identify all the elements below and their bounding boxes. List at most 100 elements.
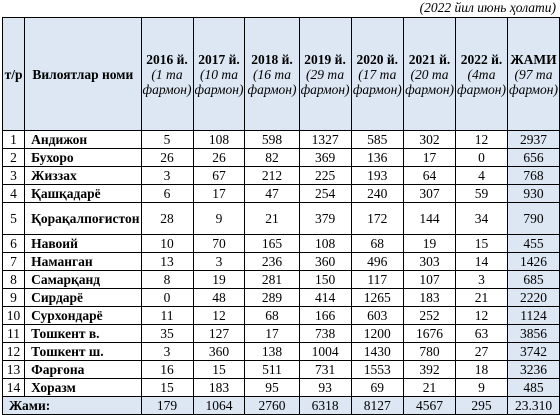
header-decree-count: (4та фармон) bbox=[457, 66, 507, 97]
row-total: 1426 bbox=[507, 252, 560, 271]
year-value: 738 bbox=[298, 324, 352, 343]
year-value: 17 bbox=[403, 148, 457, 167]
header-total: ЖАМИ (97 та фармон) bbox=[507, 17, 560, 131]
row-number: 2 bbox=[1, 148, 26, 167]
row-total: 790 bbox=[507, 202, 560, 235]
year-value: 27 bbox=[455, 342, 508, 361]
year-value: 12 bbox=[455, 306, 508, 325]
region-name: Фарғона bbox=[24, 360, 142, 379]
year-value: 14 bbox=[455, 252, 508, 271]
year-value: 68 bbox=[350, 234, 405, 253]
year-value: 64 bbox=[403, 166, 457, 185]
year-value: 95 bbox=[244, 378, 300, 397]
totals-row: Жами: 179 1064 2760 6318 8127 4567 295 23.310 bbox=[2, 396, 560, 415]
year-value: 252 bbox=[403, 306, 457, 325]
year-value: 67 bbox=[192, 166, 246, 185]
year-value: 225 bbox=[298, 166, 352, 185]
row-number: 10 bbox=[1, 306, 26, 325]
year-value: 26 bbox=[192, 148, 246, 167]
table-row: 10 Сурхондарё 11 12 68 166 603 252 12 1124 bbox=[1, 306, 560, 325]
year-value: 780 bbox=[403, 342, 457, 361]
year-value: 10 bbox=[140, 234, 194, 253]
year-value: 496 bbox=[350, 252, 405, 271]
year-value: 150 bbox=[298, 270, 352, 289]
year-value: 236 bbox=[244, 252, 300, 271]
row-number: 5 bbox=[1, 202, 26, 235]
header-year-3: 2018 й. (16 та фармон) bbox=[244, 17, 300, 131]
year-value: 144 bbox=[403, 202, 457, 235]
header-decree-count: (20 та фармон) bbox=[405, 66, 455, 97]
region-name: Андижон bbox=[24, 130, 142, 149]
year-value: 1327 bbox=[298, 130, 352, 149]
year-value: 19 bbox=[403, 234, 457, 253]
year-value: 108 bbox=[192, 130, 246, 149]
region-name: Бухоро bbox=[24, 148, 142, 167]
row-number: 6 bbox=[1, 234, 26, 253]
row-total: 3236 bbox=[507, 360, 560, 379]
year-value: 21 bbox=[455, 288, 508, 307]
year-value: 63 bbox=[455, 324, 508, 343]
grand-total: 23.310 bbox=[507, 396, 560, 415]
region-name: Самарқанд bbox=[24, 270, 142, 289]
header-year-label: 2021 й. bbox=[408, 51, 451, 67]
row-total: 656 bbox=[507, 148, 560, 167]
year-value: 17 bbox=[192, 184, 246, 203]
year-value: 127 bbox=[192, 324, 246, 343]
row-total: 455 bbox=[507, 234, 560, 253]
row-total: 685 bbox=[507, 270, 560, 289]
row-number: 9 bbox=[1, 288, 26, 307]
region-name: Сурхондарё bbox=[24, 306, 142, 325]
year-value: 3 bbox=[455, 270, 508, 289]
year-value: 369 bbox=[298, 148, 352, 167]
region-name: Наманган bbox=[24, 252, 142, 271]
year-value: 281 bbox=[244, 270, 300, 289]
table-row: 13 Фарғона 16 15 511 731 1553 392 18 3236 bbox=[1, 360, 560, 379]
year-value: 8 bbox=[140, 270, 194, 289]
year-total: 295 bbox=[455, 396, 508, 415]
year-value: 12 bbox=[455, 130, 508, 149]
year-value: 21 bbox=[403, 378, 457, 397]
header-year-1: 2016 й. (1 та фармон) bbox=[140, 17, 194, 131]
header-year-label: 2020 й. bbox=[356, 51, 399, 67]
year-value: 603 bbox=[350, 306, 405, 325]
year-total: 4567 bbox=[403, 396, 457, 415]
row-number: 4 bbox=[1, 184, 26, 203]
year-value: 9 bbox=[192, 202, 246, 235]
year-value: 360 bbox=[192, 342, 246, 361]
year-value: 11 bbox=[140, 306, 194, 325]
header-decree-count: (97 та фармон) bbox=[509, 66, 558, 97]
year-value: 59 bbox=[455, 184, 508, 203]
year-value: 307 bbox=[403, 184, 457, 203]
header-year-4: 2019 й. (29 та фармон) bbox=[298, 17, 352, 131]
year-value: 19 bbox=[192, 270, 246, 289]
region-name: Тошкент ш. bbox=[24, 342, 142, 361]
year-value: 13 bbox=[140, 252, 194, 271]
year-value: 511 bbox=[244, 360, 300, 379]
table-row: 4 Қашқадарё 6 17 47 254 240 307 59 930 bbox=[1, 184, 560, 203]
year-value: 9 bbox=[455, 378, 508, 397]
year-value: 4 bbox=[455, 166, 508, 185]
year-value: 1265 bbox=[350, 288, 405, 307]
header-decree-count: (17 та фармон) bbox=[352, 66, 402, 97]
year-value: 15 bbox=[192, 360, 246, 379]
year-value: 15 bbox=[455, 234, 508, 253]
year-value: 82 bbox=[244, 148, 300, 167]
year-value: 392 bbox=[403, 360, 457, 379]
year-total: 1064 bbox=[192, 396, 246, 415]
row-number: 11 bbox=[1, 324, 26, 343]
row-total: 3856 bbox=[507, 324, 560, 343]
year-value: 107 bbox=[403, 270, 457, 289]
year-value: 172 bbox=[350, 202, 405, 235]
year-value: 12 bbox=[192, 306, 246, 325]
year-value: 69 bbox=[350, 378, 405, 397]
year-value: 379 bbox=[298, 202, 352, 235]
row-number: 8 bbox=[1, 270, 26, 289]
year-total: 8127 bbox=[350, 396, 405, 415]
year-value: 0 bbox=[455, 148, 508, 167]
year-value: 3 bbox=[192, 252, 246, 271]
region-name: Тошкент в. bbox=[24, 324, 142, 343]
table-row: 9 Сирдарё 0 48 289 414 1265 183 21 2220 bbox=[1, 288, 560, 307]
year-value: 183 bbox=[192, 378, 246, 397]
year-value: 1676 bbox=[403, 324, 457, 343]
header-row: т/р Вилоятлар номи 2016 й. (1 та фармон) 2… bbox=[1, 17, 560, 131]
